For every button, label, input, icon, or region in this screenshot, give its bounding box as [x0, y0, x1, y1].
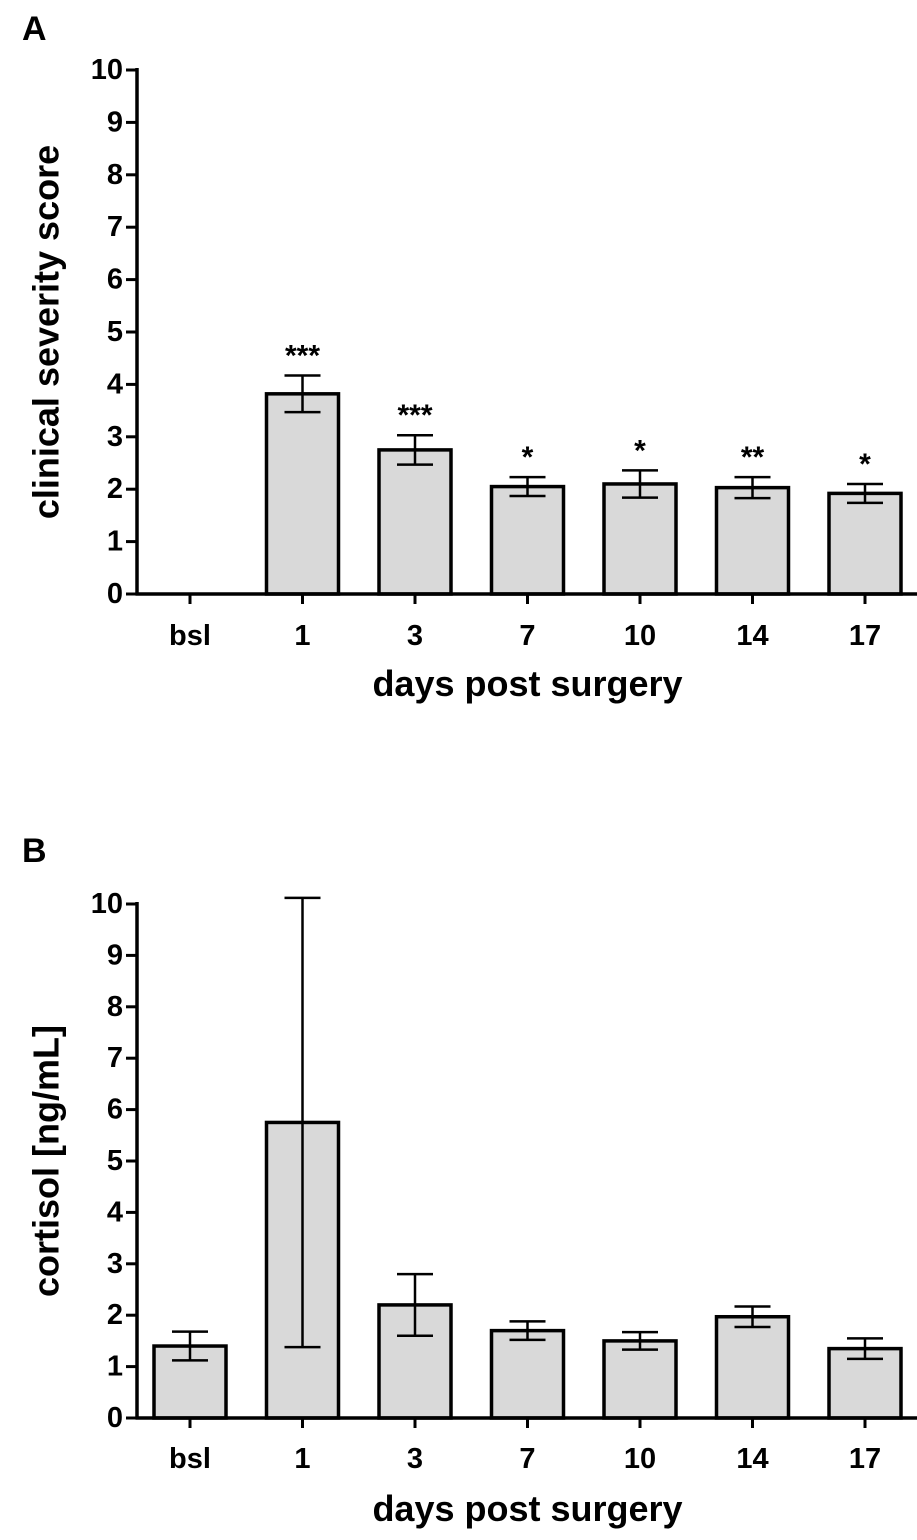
panel-a-y-tick-label: 9: [107, 106, 123, 138]
panel-b-x-tick-label: 17: [849, 1443, 881, 1475]
panel-a-bar-10: [602, 482, 678, 596]
panel-a-x-tick-label: 7: [519, 620, 535, 652]
panel-b-bar-10: [602, 1339, 678, 1420]
panel-b-y-tick-label: 8: [107, 991, 123, 1023]
panel-b-y-tick-label: 2: [107, 1299, 123, 1331]
panel-a-y-tick-label: 7: [107, 211, 123, 243]
panel-a-x-axis-title: days post surgery: [372, 663, 682, 704]
panel-a-y-tick-label: 2: [107, 473, 123, 505]
panel-b-error-bar-17: [847, 1337, 883, 1361]
panel-a: A clinical severity score days post surg…: [22, 10, 917, 704]
panel-b-error-bar-10: [622, 1330, 658, 1351]
panel-b-x-tick-label: 14: [736, 1443, 768, 1475]
panel-a-error-bar-17: [847, 482, 883, 505]
panel-a-error-bar-1: [284, 374, 321, 414]
panel-a-y-tick-label: 6: [107, 264, 123, 296]
panel-a-bar-1: [264, 392, 341, 596]
panel-a-x-tick-label: 17: [849, 620, 881, 652]
panel-a-significance-14: **: [741, 441, 765, 474]
panel-a-x-tick-label: 1: [294, 620, 310, 652]
panel-b-y-tick-label: 7: [107, 1042, 123, 1074]
panel-a-significance-1: ***: [285, 339, 320, 372]
panel-a-y-tick-label: 8: [107, 159, 123, 191]
panel-a-significance-17: *: [859, 448, 871, 481]
panel-a-bar-7: [489, 484, 566, 596]
panel-b-x-tick-label: 3: [407, 1443, 423, 1475]
panel-a-y-axis-title: clinical severity score: [26, 145, 67, 519]
panel-b-y-tick-label: 3: [107, 1248, 123, 1280]
panel-b-y-tick-label: 1: [107, 1351, 123, 1383]
panel-a-bar-14: [714, 485, 791, 596]
panel-b-x-tick-label: bsl: [169, 1443, 211, 1475]
panel-b-x-axis-title: days post surgery: [372, 1488, 682, 1529]
panel-a-y-tick-label: 1: [107, 526, 123, 558]
panel-b-error-bar-1: [284, 896, 321, 1349]
panel-b-x-tick-label: 10: [624, 1443, 656, 1475]
panel-a-significance-3: ***: [397, 399, 432, 432]
panel-b-error-bar-bsl: [172, 1330, 208, 1362]
panel-b-x-tick-label: 7: [519, 1443, 535, 1475]
panel-a-y-tick-label: 5: [107, 316, 123, 348]
panel-a-x-tick-label: 14: [736, 620, 768, 652]
panel-b-bar-7: [489, 1328, 566, 1420]
panel-b-y-tick-label: 5: [107, 1145, 123, 1177]
panel-b-error-bar-14: [734, 1305, 771, 1329]
panel-a-error-bar-7: [509, 475, 546, 498]
panel-b-error-bar-3: [397, 1272, 433, 1338]
panel-a-error-bar-14: [734, 475, 771, 500]
panel-b-y-axis-title: cortisol [ng/mL]: [26, 1025, 67, 1297]
panel-b-bar-14: [714, 1314, 791, 1420]
panel-b-y-tick-label: 9: [107, 939, 123, 971]
panel-a-y-tick-label: 3: [107, 421, 123, 453]
panel-b-y-tick-label: 0: [107, 1402, 123, 1434]
panel-a-bar-3: [377, 448, 453, 596]
panel-a-letter: A: [22, 10, 47, 48]
panel-b-error-bar-7: [509, 1320, 546, 1342]
panel-a-y-tick-label: 10: [91, 54, 123, 86]
panel-b-letter: B: [22, 832, 47, 870]
panel-a-y-tick-label: 0: [107, 578, 123, 610]
panel-a-y-tick-label: 4: [107, 368, 123, 400]
panel-b: B cortisol [ng/mL] days post surgery bsl…: [22, 832, 917, 1529]
panel-a-bar-17: [827, 491, 903, 596]
panel-b-y-tick-label: 6: [107, 1094, 123, 1126]
panel-a-error-bar-3: [397, 433, 433, 466]
panel-b-x-tick-label: 1: [294, 1443, 310, 1475]
panel-a-x-tick-label: 3: [407, 620, 423, 652]
panel-a-x-tick-label: 10: [624, 620, 656, 652]
panel-a-significance-7: *: [522, 441, 534, 474]
panel-a-error-bar-10: [622, 469, 658, 499]
panel-a-x-tick-label: bsl: [169, 620, 211, 652]
panel-b-y-tick-label: 10: [91, 888, 123, 920]
panel-b-y-tick-label: 4: [107, 1196, 123, 1228]
panel-a-significance-10: *: [634, 434, 646, 467]
